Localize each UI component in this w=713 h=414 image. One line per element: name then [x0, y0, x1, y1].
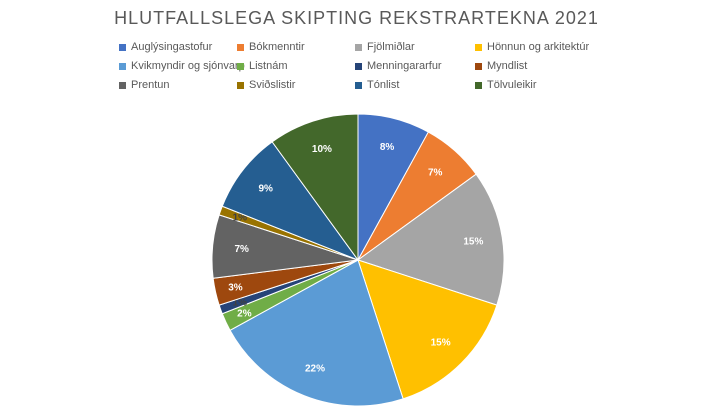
legend-swatch [475, 81, 482, 89]
legend-swatch [119, 81, 126, 89]
chart-title: HLUTFALLSLEGA SKIPTING REKSTRARTEKNA 202… [114, 8, 599, 28]
slice-data-label: 10% [312, 144, 332, 155]
legend-swatch [237, 62, 244, 70]
slice-data-label: 3% [228, 282, 243, 293]
legend-label: Bókmenntir [249, 41, 305, 53]
legend-label: Kvikmyndir og sjónvarp [131, 60, 245, 72]
legend-label: Listnám [249, 60, 288, 72]
legend-swatch [475, 43, 482, 51]
legend-item: Myndlist [475, 59, 635, 73]
legend-label: Sviðslistir [249, 79, 296, 91]
legend-item: Listnám [237, 59, 355, 73]
slice-data-label: 2% [237, 308, 252, 319]
legend-item: Kvikmyndir og sjónvarp [119, 59, 245, 73]
legend-item: Bókmenntir [237, 40, 355, 54]
chart-legend: Auglýsingastofur Bókmenntir Fjölmiðlar Hönn… [119, 40, 679, 92]
legend-label: Auglýsingastofur [131, 41, 213, 53]
legend-item: Sviðslistir [237, 78, 355, 92]
legend-swatch [237, 43, 244, 51]
pie-slice [356, 173, 505, 306]
slice-data-label: 8% [380, 142, 395, 153]
legend-swatch [355, 43, 362, 51]
pie-slice [229, 259, 404, 407]
slice-data-label: 15% [463, 237, 483, 248]
legend-label: Myndlist [487, 60, 528, 72]
legend-label: Hönnun og arkitektúr [487, 41, 590, 53]
legend-label: Fjölmiðlar [367, 41, 415, 53]
legend-item: Tölvuleikir [475, 78, 635, 92]
legend-swatch [475, 62, 482, 70]
slice-data-label: 9% [258, 183, 273, 194]
legend-swatch [119, 43, 126, 51]
legend-item: Hönnun og arkitektúr [475, 40, 635, 54]
legend-label: Prentun [131, 79, 170, 91]
pie-slice [357, 259, 498, 400]
legend-label: Menningararfur [367, 60, 442, 72]
slice-data-label: 1% [233, 212, 248, 223]
legend-item: Tónlist [355, 78, 475, 92]
legend-label: Tónlist [367, 79, 400, 91]
slice-data-label: 1% [233, 298, 248, 309]
slice-data-label: 22% [305, 364, 325, 375]
slice-data-label: 7% [234, 244, 249, 255]
legend-swatch [355, 62, 362, 70]
legend-item: Fjölmiðlar [355, 40, 475, 54]
legend-swatch [355, 81, 362, 89]
legend-item: Prentun [119, 78, 237, 92]
pie-slice [221, 141, 360, 262]
pie-slice [271, 113, 359, 262]
legend-swatch [237, 81, 244, 89]
legend-item: Menningararfur [355, 59, 475, 73]
slice-data-label: 7% [428, 167, 443, 178]
legend-swatch [119, 62, 126, 70]
slice-data-label: 15% [431, 338, 451, 349]
legend-item: Auglýsingastofur [119, 40, 237, 54]
legend-label: Tölvuleikir [487, 79, 537, 91]
